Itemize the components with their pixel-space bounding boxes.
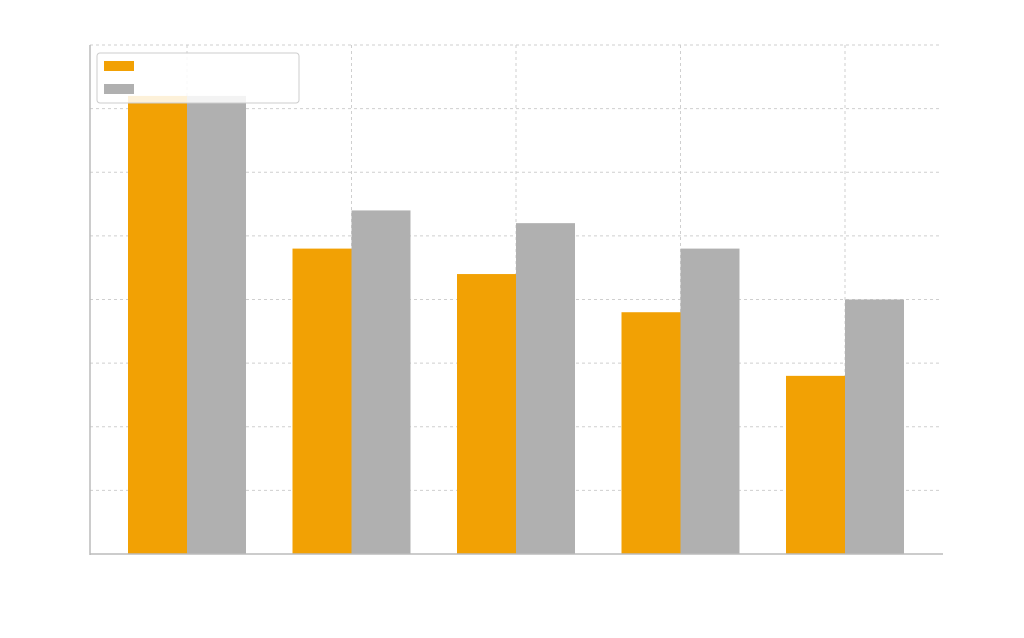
legend-swatch	[104, 61, 134, 71]
bar	[187, 95, 246, 555]
bar	[128, 95, 187, 555]
legend-box	[96, 52, 300, 104]
bar	[457, 274, 516, 554]
bar	[516, 223, 575, 554]
bar	[786, 375, 845, 554]
bar	[292, 248, 352, 554]
bar	[351, 210, 411, 555]
bar	[680, 248, 740, 554]
legend-swatch	[104, 84, 134, 94]
bar	[621, 312, 681, 554]
bar	[845, 299, 904, 554]
